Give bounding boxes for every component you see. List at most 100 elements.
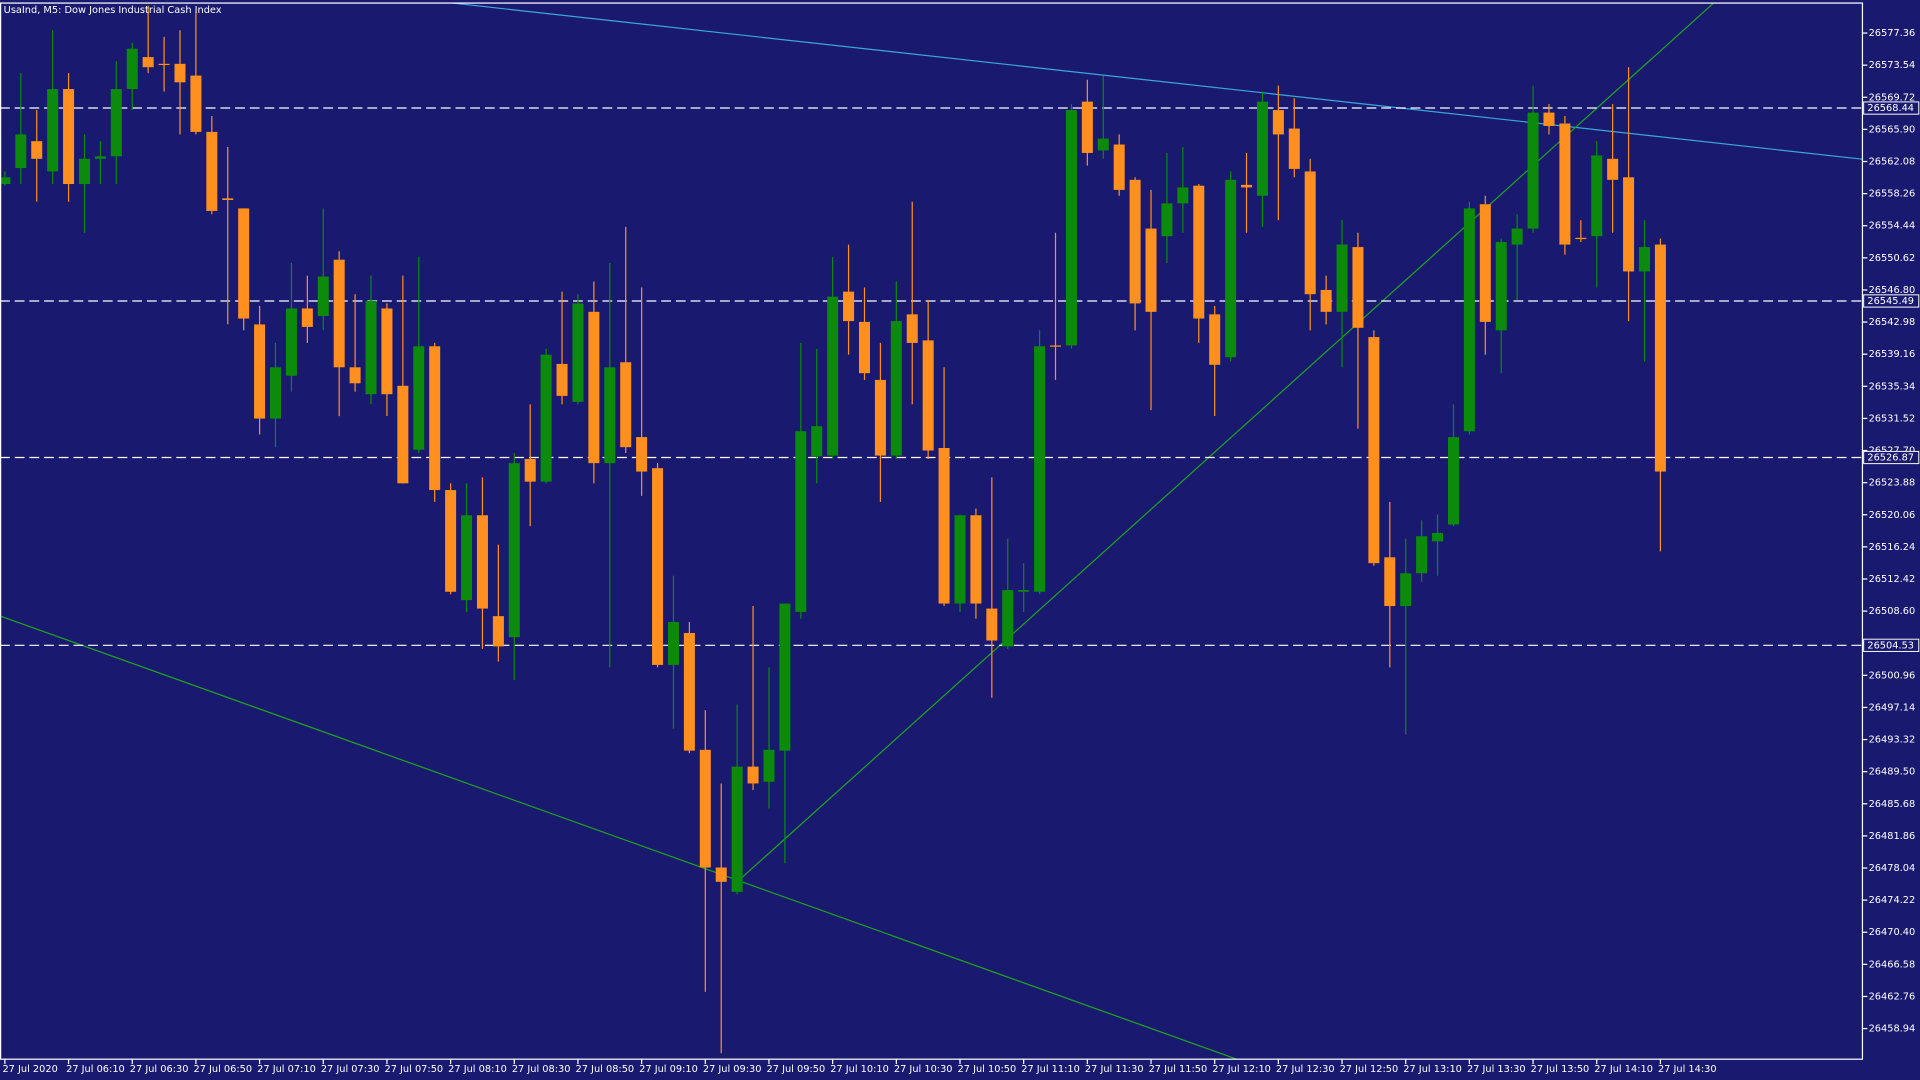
x-tick-label: 27 Jul 13:50	[1531, 1064, 1590, 1075]
candle-body	[1097, 138, 1109, 151]
x-tick-label: 27 Jul 10:50	[958, 1064, 1017, 1075]
level-label: 26568.44	[1867, 103, 1914, 114]
y-tick-label: 26489.50	[1869, 767, 1916, 778]
candle-body	[1081, 101, 1093, 153]
candle-body	[890, 321, 902, 456]
candle-body	[1416, 536, 1428, 574]
candle-body	[715, 867, 727, 882]
x-tick-label: 27 Jul 14:10	[1594, 1064, 1653, 1075]
candle-body	[381, 308, 393, 395]
candle-body	[652, 468, 664, 665]
candle-body	[1543, 112, 1555, 127]
trend-line	[446, 2, 1863, 160]
x-tick-label: 27 Jul 12:50	[1340, 1064, 1399, 1075]
candle-body	[699, 749, 711, 868]
candle-body	[1575, 237, 1587, 240]
candle-body	[1352, 247, 1364, 328]
candle-body	[572, 303, 584, 402]
y-tick-label: 26577.36	[1869, 28, 1916, 39]
candle-body	[524, 458, 536, 482]
candle-body	[492, 616, 504, 647]
y-tick-label: 26520.06	[1869, 510, 1916, 521]
candle-body	[1018, 590, 1030, 592]
candle-body	[333, 259, 345, 368]
candle-body	[1034, 346, 1046, 592]
x-tick-label: 27 Jul 08:50	[576, 1064, 635, 1075]
candle-body	[1161, 203, 1173, 237]
x-tick-label: 27 Jul 13:30	[1467, 1064, 1526, 1075]
y-tick-label: 26462.76	[1869, 991, 1916, 1002]
candle-body	[174, 63, 186, 83]
x-tick-label: 27 Jul 2020	[2, 1064, 57, 1075]
level-label: 26545.49	[1867, 296, 1914, 307]
candle-body	[763, 749, 775, 782]
y-tick-label: 26539.16	[1869, 349, 1916, 360]
y-tick-label: 26500.96	[1869, 670, 1916, 681]
x-tick-label: 27 Jul 08:10	[448, 1064, 507, 1075]
candle-body	[1320, 289, 1332, 312]
level-label-box	[1863, 450, 1920, 465]
candle-body	[779, 603, 791, 751]
candle-body	[954, 515, 966, 604]
y-tick-label: 26478.04	[1869, 863, 1916, 874]
y-tick-label: 26573.54	[1869, 60, 1916, 71]
candle-body	[1495, 242, 1507, 331]
candle-body	[636, 437, 648, 472]
candle-body	[508, 463, 520, 638]
candle-body	[1479, 204, 1491, 322]
candle-body	[1304, 171, 1316, 295]
candle-body	[1129, 179, 1141, 304]
candle-body	[1145, 228, 1157, 312]
candle-body	[556, 363, 568, 396]
candle-body	[986, 608, 998, 641]
y-tick-label: 26523.88	[1869, 478, 1916, 489]
trend-line	[0, 615, 1237, 1060]
candle-body	[349, 367, 361, 384]
candle-body	[301, 308, 313, 327]
candle-body	[78, 158, 90, 185]
y-tick-label: 26512.42	[1869, 574, 1916, 585]
candle-body	[1288, 128, 1300, 169]
level-label-box	[1863, 294, 1920, 308]
candle-body	[795, 431, 807, 612]
candle-body	[94, 156, 106, 159]
candle-body	[126, 48, 138, 90]
x-tick-label: 27 Jul 10:10	[830, 1064, 889, 1075]
x-tick-label: 27 Jul 06:10	[66, 1064, 125, 1075]
y-tick-label: 26481.86	[1869, 831, 1916, 842]
candle-body	[1591, 155, 1603, 237]
y-tick-label: 26535.34	[1869, 381, 1916, 392]
x-tick-label: 27 Jul 12:30	[1276, 1064, 1335, 1075]
x-tick-label: 27 Jul 07:30	[321, 1064, 380, 1075]
candle-body	[1384, 557, 1396, 607]
candle-body	[1527, 112, 1539, 229]
x-tick-label: 27 Jul 06:30	[130, 1064, 189, 1075]
x-tick-label: 27 Jul 13:10	[1403, 1064, 1462, 1075]
y-tick-label: 26458.94	[1869, 1024, 1916, 1035]
candle-body	[461, 515, 473, 601]
candle-body	[858, 321, 870, 374]
x-tick-label: 27 Jul 10:30	[894, 1064, 953, 1075]
candle-body	[1050, 345, 1062, 347]
candle-body	[1559, 123, 1571, 245]
candle-body	[158, 63, 170, 66]
candle-body	[1065, 110, 1077, 346]
candle-body	[1432, 532, 1444, 542]
x-tick-label: 27 Jul 09:10	[639, 1064, 698, 1075]
y-tick-label: 26497.14	[1869, 702, 1916, 713]
x-tick-label: 27 Jul 07:50	[384, 1064, 443, 1075]
candle-body	[1177, 187, 1189, 204]
candle-body	[620, 362, 632, 448]
candle-body	[1607, 158, 1619, 180]
plot-layer	[0, 2, 1863, 1060]
x-tick-label: 27 Jul 06:50	[193, 1064, 252, 1075]
candle-body	[683, 632, 695, 751]
candle-body	[811, 426, 823, 457]
y-tick-label: 26508.60	[1869, 606, 1916, 617]
candle-body	[1400, 573, 1412, 607]
chart-title: UsaInd, M5: Dow Jones Industrial Cash In…	[4, 5, 222, 16]
candle-body	[667, 622, 679, 665]
candle-body	[731, 766, 743, 892]
candle-body	[206, 131, 218, 211]
candle-body	[1225, 179, 1237, 358]
